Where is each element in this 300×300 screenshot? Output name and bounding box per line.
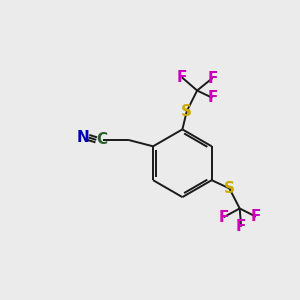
Text: S: S — [224, 181, 235, 196]
Text: F: F — [207, 71, 218, 86]
Text: F: F — [236, 219, 246, 234]
Text: F: F — [218, 210, 229, 225]
Text: F: F — [251, 209, 261, 224]
Text: S: S — [181, 103, 192, 118]
Text: C: C — [96, 132, 107, 147]
Text: F: F — [207, 90, 218, 105]
Text: N: N — [77, 130, 90, 145]
Text: F: F — [177, 70, 187, 85]
